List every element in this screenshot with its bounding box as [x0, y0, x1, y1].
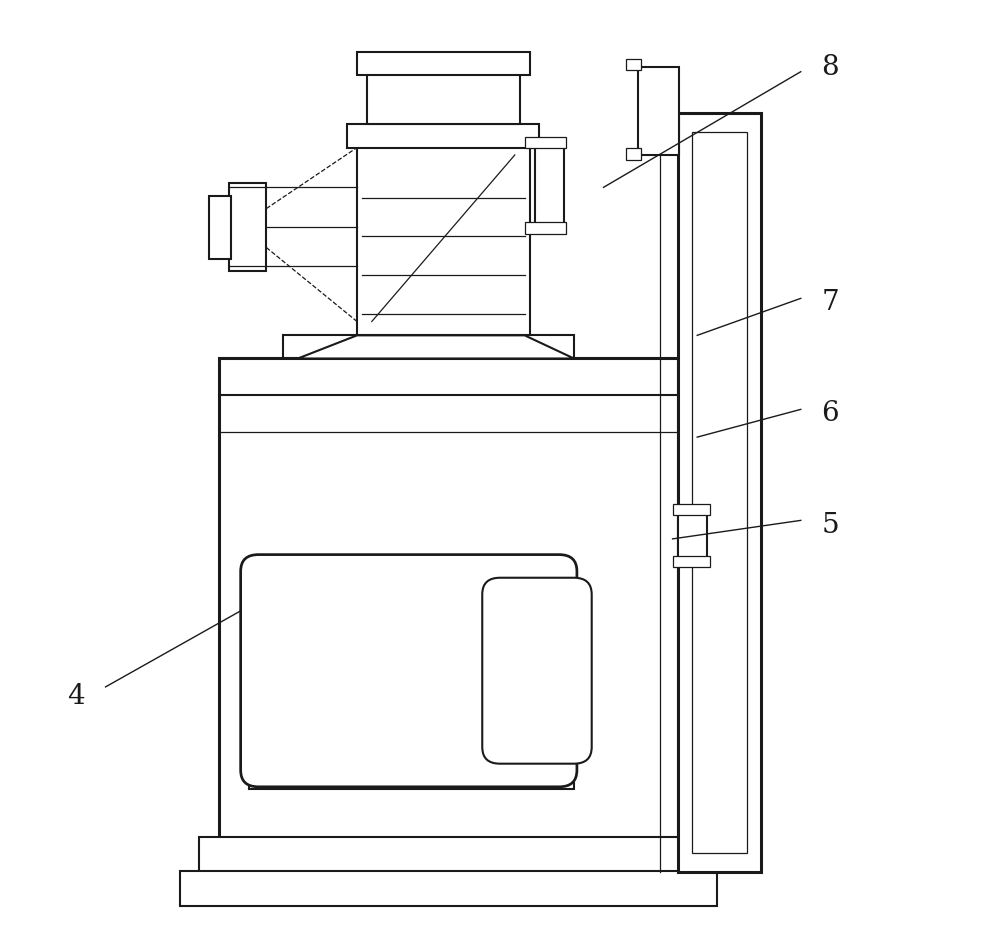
Bar: [535, 146, 564, 229]
FancyBboxPatch shape: [241, 555, 577, 787]
Bar: [626, 59, 641, 69]
Bar: [678, 114, 761, 872]
Bar: [283, 335, 574, 359]
Bar: [367, 73, 520, 125]
FancyBboxPatch shape: [482, 577, 592, 763]
Text: 5: 5: [822, 512, 839, 538]
Bar: [357, 146, 530, 335]
Bar: [199, 837, 697, 872]
Bar: [626, 148, 641, 160]
Bar: [209, 195, 231, 258]
Bar: [638, 67, 679, 155]
Bar: [180, 871, 717, 906]
Bar: [678, 511, 707, 562]
Text: 7: 7: [821, 289, 839, 316]
Text: 4: 4: [67, 683, 85, 710]
Bar: [525, 223, 566, 234]
Text: 8: 8: [822, 54, 839, 81]
Text: 6: 6: [822, 401, 839, 427]
Bar: [673, 503, 710, 515]
Bar: [219, 359, 678, 839]
Bar: [673, 556, 710, 566]
Bar: [229, 183, 266, 270]
Bar: [357, 53, 530, 75]
Polygon shape: [298, 335, 574, 359]
Bar: [525, 137, 566, 148]
Bar: [692, 131, 747, 854]
Bar: [347, 125, 539, 147]
Bar: [249, 765, 574, 789]
